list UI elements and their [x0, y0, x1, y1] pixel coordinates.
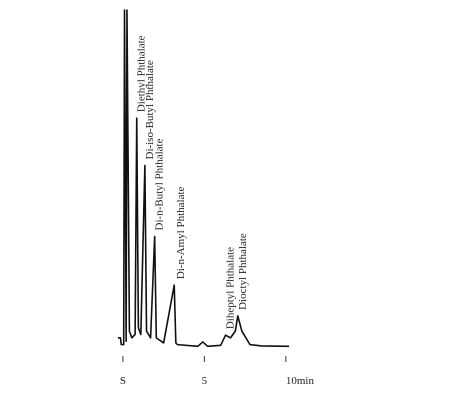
x-tick-label: 5	[202, 375, 208, 387]
x-tick-label: S	[120, 375, 126, 387]
x-tick-label: 10min	[286, 375, 315, 387]
peak-label: Di-n-Amyl Phthalate	[175, 186, 187, 279]
peak-label: Diethyl Phthalate	[136, 35, 148, 112]
trace	[118, 9, 290, 348]
peak-label: Diheptyl Phthalate	[225, 247, 237, 329]
peak-label: Di-n-Butyl Phthalate	[154, 138, 166, 230]
peak-label: Di-iso-Butyl Phthalate	[144, 60, 156, 159]
peak-label: Dioctyl Phthalate	[237, 233, 249, 310]
